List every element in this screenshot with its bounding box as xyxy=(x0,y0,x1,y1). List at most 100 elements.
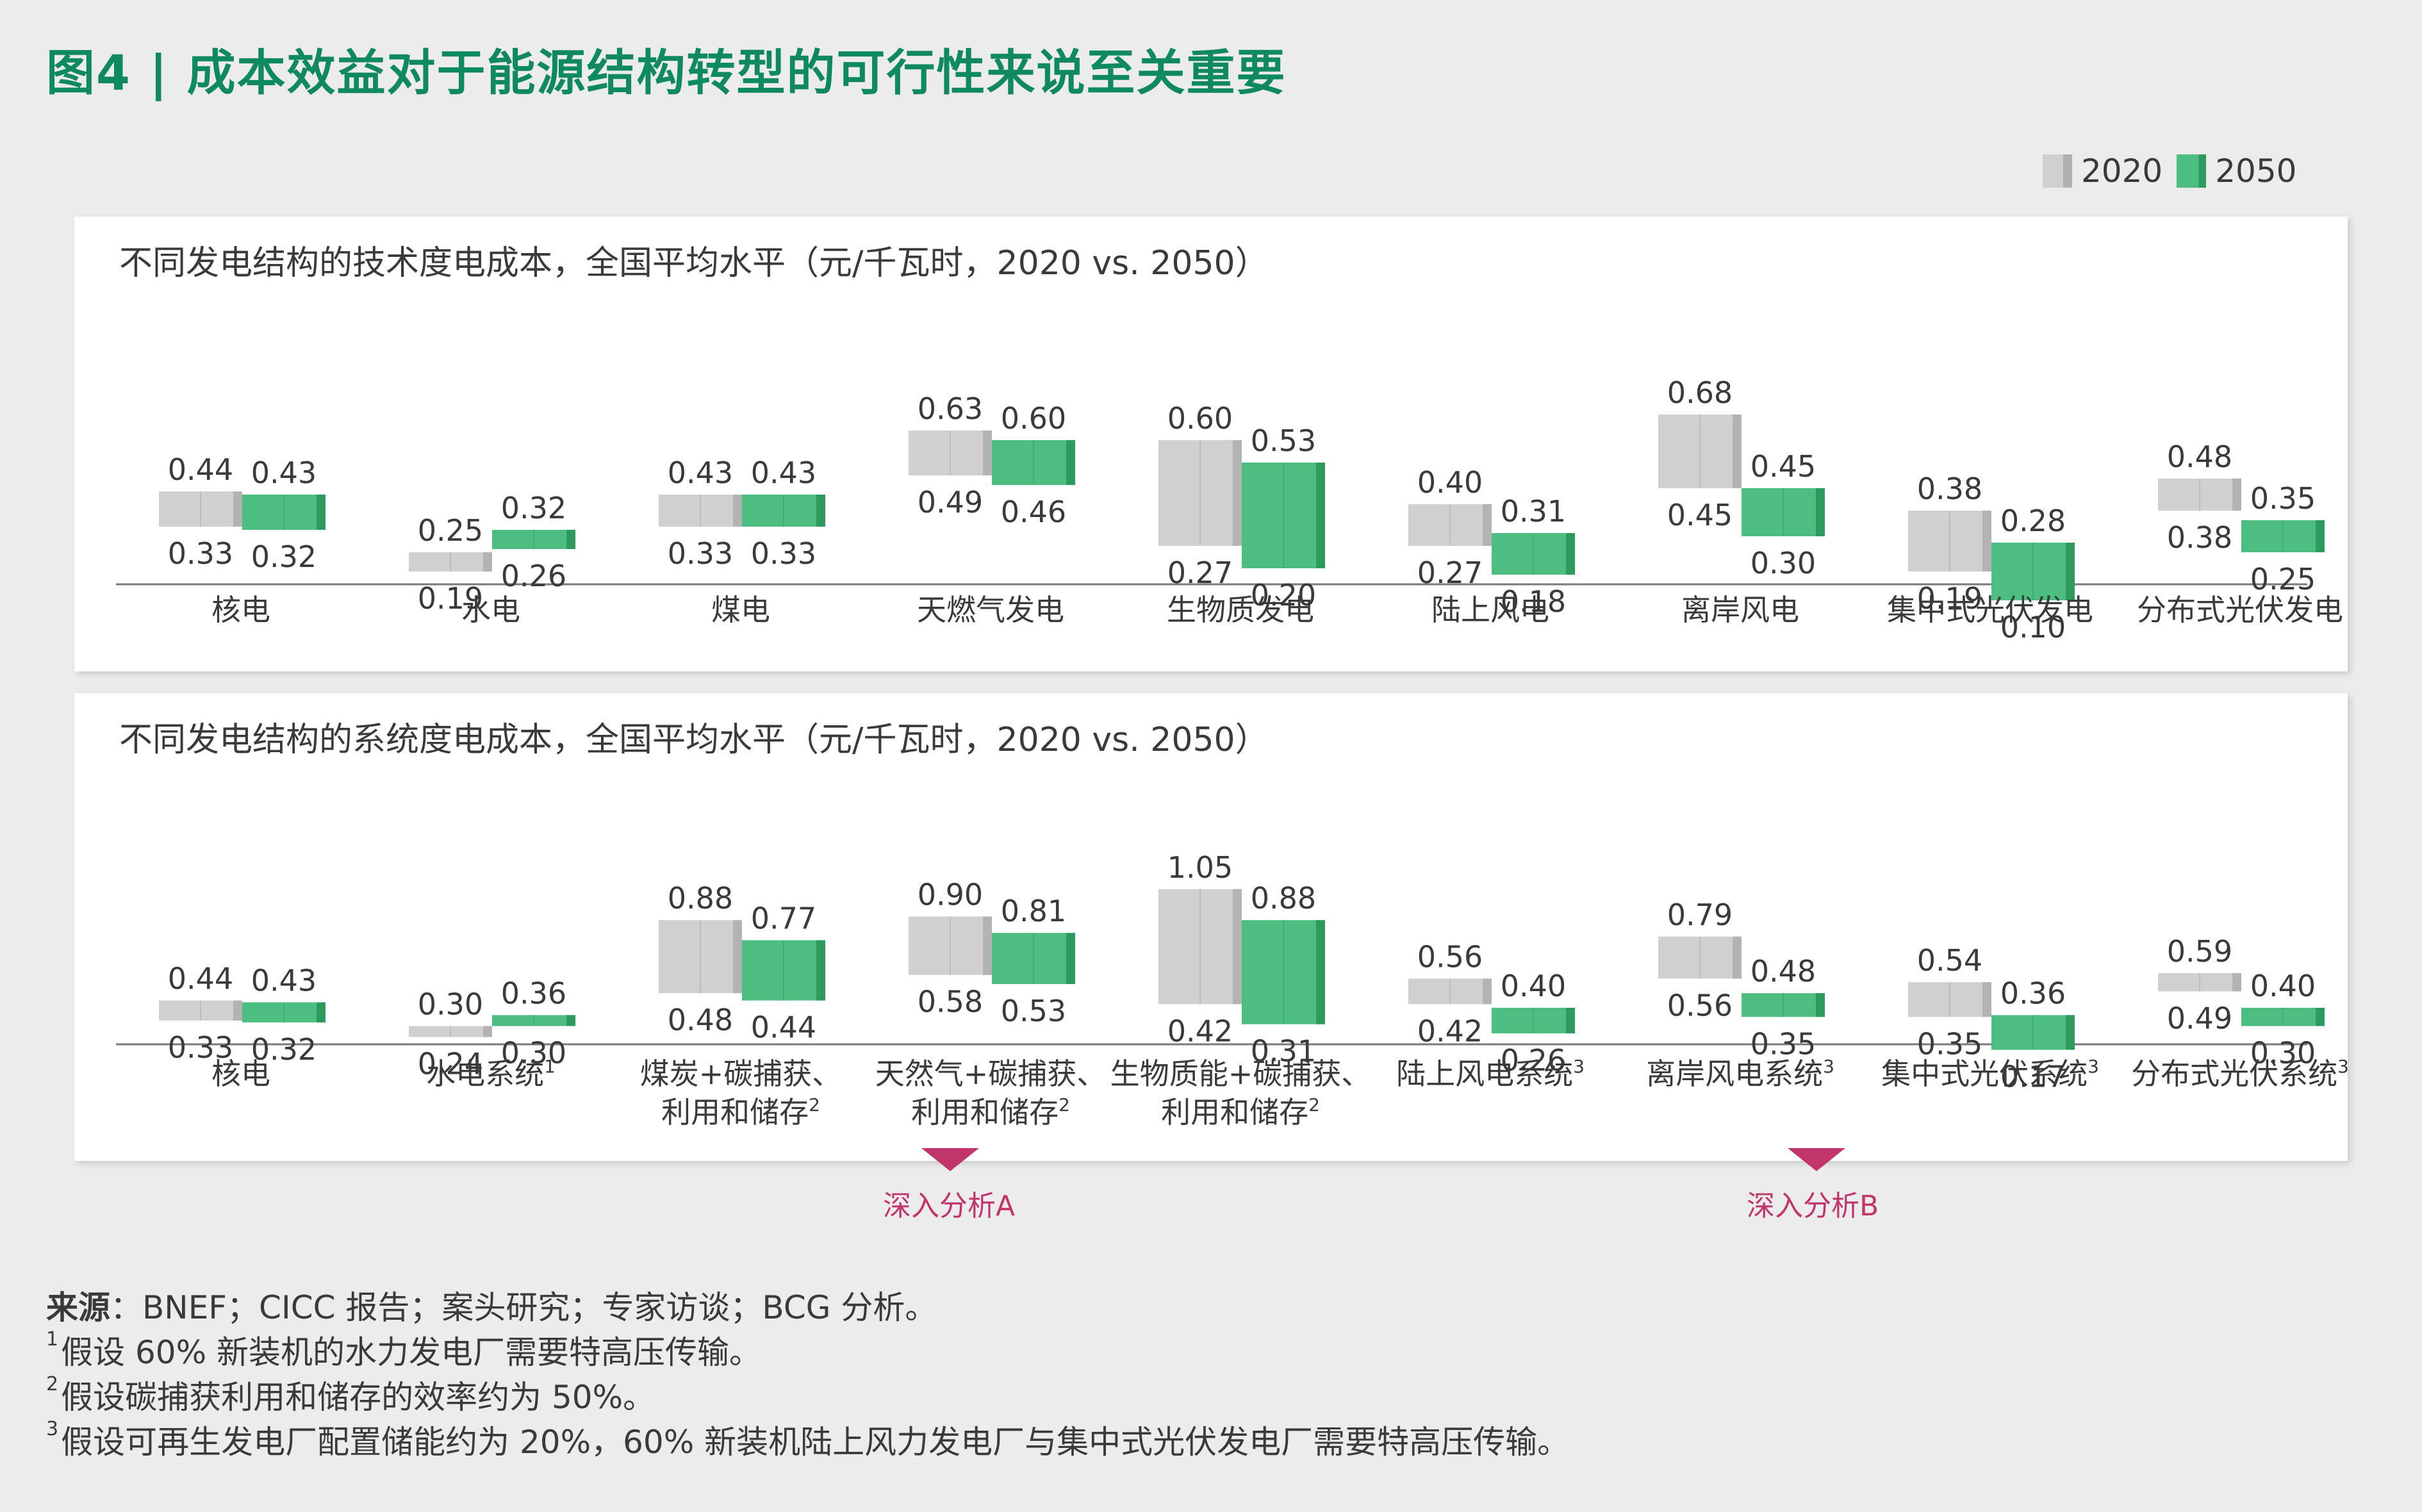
bar-edge-2020-3 xyxy=(983,916,992,975)
bar-edge-2020-2 xyxy=(733,920,742,994)
value-label-low-2020-8: 0.38 xyxy=(2167,520,2232,555)
deep-dive-b-link[interactable]: 深入分析B xyxy=(1747,1190,1879,1222)
value-label-low-2020-7: 0.35 xyxy=(1917,1026,1982,1061)
value-label-high-2050-1: 0.36 xyxy=(501,976,566,1010)
legend: 2020 2050 xyxy=(2043,152,2297,190)
value-label-low-2050-7: 0.10 xyxy=(2000,610,2066,645)
bar-edge-2020-5 xyxy=(1483,504,1492,546)
category-label-6: 离岸风电 xyxy=(1681,593,1799,627)
bar-edge-2020-2 xyxy=(733,495,742,527)
value-label-low-2050-0: 0.32 xyxy=(251,539,317,574)
bar-edge-2050-1 xyxy=(566,1015,575,1026)
legend-item-2050: 2050 xyxy=(2177,152,2297,190)
value-label-low-2020-5: 0.27 xyxy=(1417,555,1483,590)
bar-edge-2020-4 xyxy=(1233,440,1242,546)
value-label-low-2050-4: 0.31 xyxy=(1251,1034,1316,1069)
value-label-high-2020-5: 0.56 xyxy=(1417,939,1483,974)
value-label-low-2020-5: 0.42 xyxy=(1417,1014,1483,1048)
value-label-high-2020-2: 0.88 xyxy=(668,881,733,916)
bar-edge-2050-4 xyxy=(1316,463,1325,568)
value-label-low-2050-8: 0.25 xyxy=(2250,562,2316,596)
value-label-high-2020-5: 0.40 xyxy=(1417,465,1483,500)
sources-label: 来源 xyxy=(46,1289,110,1326)
category-label-2-line2: 利用和储存2 xyxy=(661,1094,820,1130)
value-label-low-2020-6: 0.56 xyxy=(1667,988,1733,1023)
bar-edge-2050-8 xyxy=(2316,520,2325,552)
bar-edge-2050-3 xyxy=(1066,440,1075,485)
value-label-low-2020-8: 0.49 xyxy=(2167,1001,2232,1035)
category-label-sup-6: 3 xyxy=(1823,1056,1834,1077)
category-label-3: 天燃气发电 xyxy=(917,593,1064,627)
category-label-4: 生物质能+碳捕获、 xyxy=(1110,1056,1371,1091)
value-label-low-2050-2: 0.33 xyxy=(751,536,816,571)
value-label-low-2020-0: 0.33 xyxy=(168,536,233,571)
value-label-low-2050-3: 0.46 xyxy=(1001,495,1066,529)
value-label-high-2050-2: 0.43 xyxy=(751,456,816,490)
value-label-high-2020-4: 0.60 xyxy=(1167,401,1233,436)
category-label-1: 水电系统1 xyxy=(426,1056,556,1091)
system-cost-chart-title: 不同发电结构的系统度电成本，全国平均水平（元/千瓦时，2020 vs. 2050… xyxy=(119,721,1269,759)
value-label-low-2050-0: 0.32 xyxy=(251,1032,317,1067)
value-label-low-2020-1: 0.24 xyxy=(418,1047,483,1081)
category-label-4: 生物质发电 xyxy=(1167,593,1314,627)
category-label-sup-7: 3 xyxy=(2088,1056,2099,1077)
category-label-8: 分布式光伏发电 xyxy=(2137,593,2343,627)
value-label-high-2050-5: 0.31 xyxy=(1501,494,1566,529)
value-label-low-2050-6: 0.30 xyxy=(1751,546,1816,580)
value-label-low-2020-4: 0.42 xyxy=(1167,1014,1233,1048)
value-label-low-2020-7: 0.19 xyxy=(1917,581,1982,616)
value-label-low-2020-1: 0.19 xyxy=(418,581,483,616)
bar-edge-2020-7 xyxy=(1982,511,1991,571)
footnote-2-number: 2 xyxy=(46,1373,59,1395)
category-label-4-line2: 利用和储存2 xyxy=(1161,1094,1320,1130)
bar-edge-2020-5 xyxy=(1483,978,1492,1005)
value-label-high-2020-3: 0.90 xyxy=(918,878,983,912)
chevron-down-icon-b[interactable] xyxy=(1788,1148,1845,1174)
category-label-8: 分布式光伏系统3 xyxy=(2131,1056,2348,1091)
value-label-high-2020-8: 0.48 xyxy=(2167,440,2232,474)
value-label-high-2050-2: 0.77 xyxy=(751,901,816,936)
bar-edge-2020-3 xyxy=(983,431,992,475)
legend-swatch-2050 xyxy=(2177,154,2207,188)
value-label-low-2020-6: 0.45 xyxy=(1667,498,1733,532)
chevron-down-icon-a[interactable] xyxy=(921,1148,979,1174)
bar-edge-2050-5 xyxy=(1566,533,1575,575)
value-label-high-2050-0: 0.43 xyxy=(251,456,317,490)
bar-edge-2020-1 xyxy=(483,1026,492,1037)
bar-edge-2050-3 xyxy=(1066,933,1075,984)
category-label-sup-4: 2 xyxy=(1308,1094,1320,1115)
value-label-high-2050-0: 0.43 xyxy=(251,963,317,998)
value-label-high-2020-1: 0.25 xyxy=(418,513,483,548)
sources-notes: 来源：BNEF；CICC 报告；案头研究；专家访谈；BCG 分析。 1 假设 60… xyxy=(46,1285,1569,1465)
value-label-low-2050-5: 0.26 xyxy=(1501,1043,1566,1078)
value-label-high-2020-3: 0.63 xyxy=(918,391,983,426)
bar-edge-2050-5 xyxy=(1566,1008,1575,1033)
bar-edge-2050-7 xyxy=(2066,543,2075,600)
bar-edge-2050-0 xyxy=(317,495,325,530)
value-label-low-2050-5: 0.18 xyxy=(1501,584,1566,619)
sources-line: 来源：BNEF；CICC 报告；案头研究；专家访谈；BCG 分析。 xyxy=(46,1285,1569,1330)
category-label-3-line2: 利用和储存2 xyxy=(911,1094,1070,1130)
value-label-high-2050-7: 0.36 xyxy=(2000,976,2066,1010)
value-label-high-2020-0: 0.44 xyxy=(168,962,233,996)
bar-edge-2050-8 xyxy=(2316,1008,2325,1026)
value-label-low-2050-1: 0.30 xyxy=(501,1036,566,1071)
value-label-low-2050-8: 0.30 xyxy=(2250,1036,2316,1071)
bar-edge-2020-8 xyxy=(2232,479,2241,511)
value-label-high-2020-0: 0.44 xyxy=(168,452,233,487)
bar-edge-2020-0 xyxy=(233,1000,242,1021)
value-label-low-2050-1: 0.26 xyxy=(501,559,566,593)
bar-edge-2020-7 xyxy=(1982,982,1991,1017)
bar-edge-2050-6 xyxy=(1816,993,1825,1017)
value-label-high-2020-8: 0.59 xyxy=(2167,934,2232,969)
value-label-high-2020-7: 0.38 xyxy=(1917,472,1982,506)
footnote-1-text: 假设 60% 新装机的水力发电厂需要特高压传输。 xyxy=(61,1334,762,1371)
category-label-sup-3: 2 xyxy=(1059,1094,1070,1115)
bar-edge-2020-6 xyxy=(1733,415,1742,488)
deep-dive-a-link[interactable]: 深入分析A xyxy=(883,1190,1016,1222)
bar-edge-2050-0 xyxy=(317,1002,325,1023)
category-label-2: 煤电 xyxy=(711,593,770,627)
technical-cost-chart-title: 不同发电结构的技术度电成本，全国平均水平（元/千瓦时，2020 vs. 2050… xyxy=(119,244,1269,283)
value-label-high-2020-1: 0.30 xyxy=(418,987,483,1022)
